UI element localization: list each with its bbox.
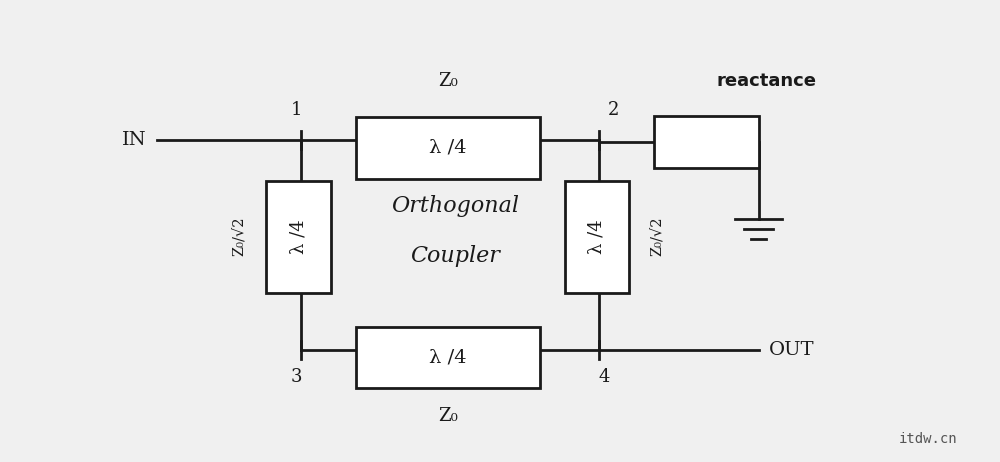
Text: 3: 3 [290,368,302,386]
Text: 2: 2 [607,101,619,119]
Bar [356,327,540,389]
Text: reactance: reactance [716,73,816,91]
Text: Coupler: Coupler [410,245,500,267]
Text: 1: 1 [290,101,302,119]
Text: λ /4: λ /4 [588,219,606,254]
Text: OUT: OUT [769,340,814,359]
Text: λ /4: λ /4 [429,139,467,157]
Text: λ /4: λ /4 [290,219,308,254]
Bar [565,181,629,292]
Bar [356,117,540,178]
Text: 4: 4 [599,368,610,386]
Bar [654,116,759,168]
Text: Orthogonal: Orthogonal [391,195,519,217]
Bar [266,181,331,292]
Text: Z₀: Z₀ [438,72,458,90]
Text: IN: IN [122,131,147,149]
Text: Z₀/√2: Z₀/√2 [650,217,664,256]
Text: Z₀/√2: Z₀/√2 [231,217,245,256]
Text: Z₀: Z₀ [438,407,458,425]
Text: λ /4: λ /4 [429,349,467,367]
Text: itdw.cn: itdw.cn [899,432,957,445]
